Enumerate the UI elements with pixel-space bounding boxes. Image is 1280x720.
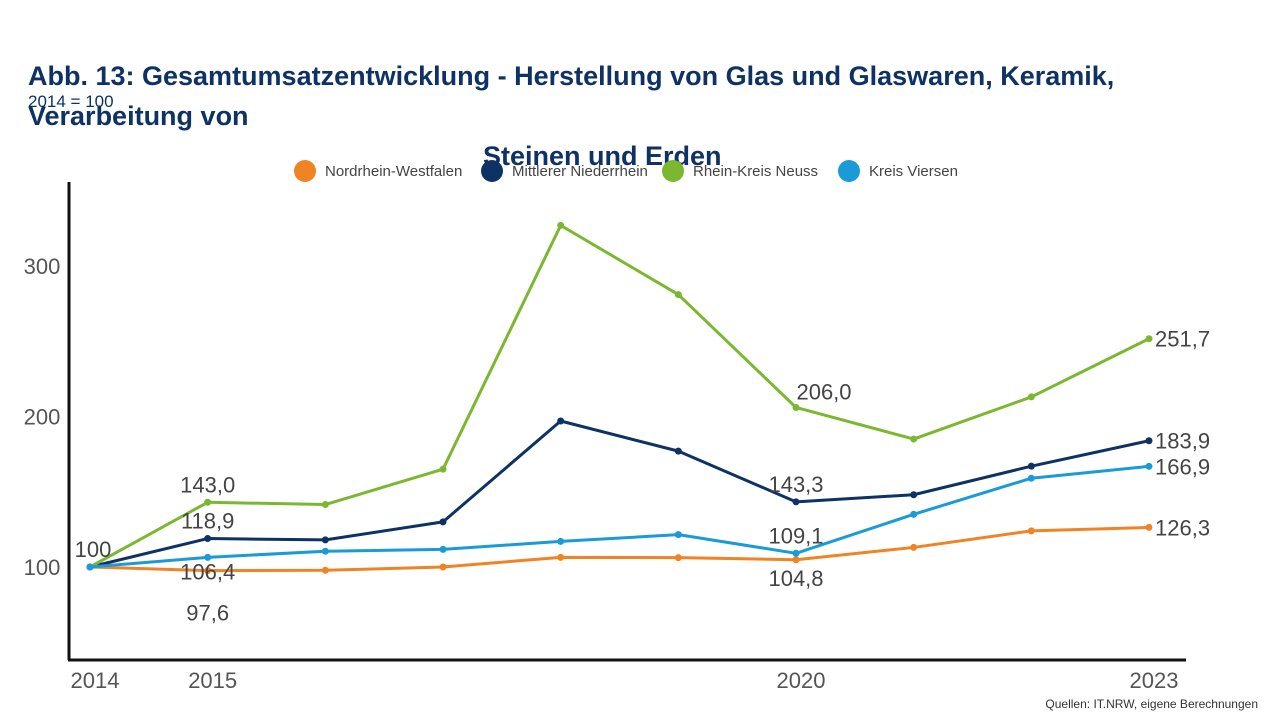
chart-title-line1: Abb. 13: Gesamtumsatzentwicklung - Herst…: [28, 61, 1115, 131]
data-point-mittlerer-niederrhein: [204, 535, 212, 543]
data-point-kreis-viersen: [792, 549, 800, 557]
data-point-rhein-kreis-neuss: [204, 498, 212, 506]
data-label: 100: [75, 537, 112, 562]
x-tick-label: 2020: [777, 668, 826, 693]
series-line-mittlerer-niederrhein: [89, 419, 1150, 569]
data-point-mittlerer-niederrhein: [557, 417, 565, 425]
data-label: 97,6: [186, 601, 229, 626]
data-label: 106,4: [180, 559, 235, 584]
data-point-nordrhein-westfalen: [557, 553, 565, 561]
data-point-kreis-viersen: [86, 563, 94, 571]
data-point-rhein-kreis-neuss: [1027, 393, 1035, 401]
data-label: 143,0: [180, 472, 235, 497]
chart-title: Abb. 13: Gesamtumsatzentwicklung - Herst…: [28, 56, 1268, 176]
data-point-rhein-kreis-neuss: [321, 501, 329, 509]
data-point-kreis-viersen: [1145, 462, 1153, 470]
data-point-kreis-viersen: [321, 547, 329, 555]
data-point-mittlerer-niederrhein: [792, 498, 800, 506]
data-label: 206,0: [796, 379, 851, 404]
legend-marker-nordrhein-westfalen: [294, 160, 316, 182]
data-label: 166,9: [1155, 454, 1210, 479]
series-line-nordrhein-westfalen: [89, 525, 1150, 573]
legend-marker-kreis-viersen: [838, 160, 860, 182]
data-point-nordrhein-westfalen: [204, 567, 212, 575]
data-point-nordrhein-westfalen: [1145, 523, 1153, 531]
data-label: 104,8: [768, 566, 823, 591]
legend-marker-rhein-kreis-neuss: [662, 160, 684, 182]
data-label: 118,9: [181, 509, 234, 534]
y-tick-label: 200: [24, 405, 61, 430]
data-point-mittlerer-niederrhein: [1145, 437, 1153, 445]
data-point-mittlerer-niederrhein: [910, 491, 918, 499]
data-point-kreis-viersen: [674, 531, 682, 539]
data-point-mittlerer-niederrhein: [1027, 462, 1035, 470]
y-tick-label: 300: [24, 254, 61, 279]
series-line-kreis-viersen: [89, 464, 1150, 569]
data-point-kreis-viersen: [204, 553, 212, 561]
data-point-mittlerer-niederrhein: [321, 536, 329, 544]
data-point-kreis-viersen: [1027, 474, 1035, 482]
data-label: 109,1: [768, 523, 823, 548]
data-point-mittlerer-niederrhein: [439, 518, 447, 526]
series-line-rhein-kreis-neuss: [89, 223, 1150, 569]
legend-label: Kreis Viersen: [869, 163, 958, 180]
y-tick-label: 100: [24, 555, 61, 580]
data-label: 183,9: [1155, 429, 1210, 454]
legend-marker-mittlerer-niederrhein: [481, 160, 503, 182]
x-tick-label: 2023: [1130, 668, 1179, 693]
data-point-kreis-viersen: [910, 510, 918, 518]
legend-label: Mittlerer Niederrhein: [512, 163, 648, 180]
legend-label: Nordrhein-Westfalen: [325, 163, 462, 180]
data-point-nordrhein-westfalen: [910, 543, 918, 551]
x-tick-label: 2015: [188, 668, 237, 693]
data-point-rhein-kreis-neuss: [557, 221, 565, 229]
data-point-rhein-kreis-neuss: [439, 465, 447, 473]
data-point-rhein-kreis-neuss: [674, 291, 682, 299]
data-point-rhein-kreis-neuss: [1145, 335, 1153, 343]
data-point-kreis-viersen: [439, 545, 447, 553]
data-point-rhein-kreis-neuss: [910, 435, 918, 443]
data-point-kreis-viersen: [557, 537, 565, 545]
data-label: 126,3: [1155, 515, 1210, 540]
data-point-nordrhein-westfalen: [1027, 527, 1035, 535]
data-label: 251,7: [1155, 327, 1210, 352]
data-point-nordrhein-westfalen: [792, 556, 800, 564]
data-point-nordrhein-westfalen: [439, 563, 447, 571]
x-tick-label: 2014: [71, 668, 120, 693]
chart-subtitle: 2014 = 100: [28, 92, 114, 111]
source-note: Quellen: IT.NRW, eigene Berechnungen: [1045, 697, 1258, 711]
data-point-rhein-kreis-neuss: [792, 403, 800, 411]
data-label: 143,3: [768, 472, 823, 497]
data-point-nordrhein-westfalen: [674, 554, 682, 562]
data-point-mittlerer-niederrhein: [674, 447, 682, 455]
data-point-nordrhein-westfalen: [321, 566, 329, 574]
legend-label: Rhein-Kreis Neuss: [693, 163, 818, 180]
